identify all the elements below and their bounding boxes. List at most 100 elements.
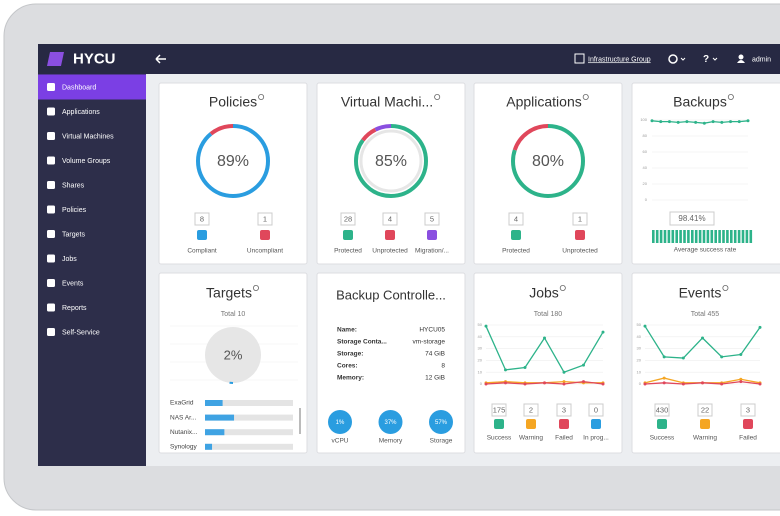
- target-bar: [205, 443, 213, 450]
- stat-count: 1: [578, 214, 582, 223]
- nav-item[interactable]: Virtual Machines: [62, 133, 114, 140]
- nav-item[interactable]: Self-Service: [62, 329, 100, 336]
- usage-circle: [328, 410, 352, 434]
- stat-label: Success: [650, 435, 675, 442]
- daily-bar: [726, 230, 729, 243]
- series-point: [643, 324, 647, 328]
- count-box: [340, 212, 356, 226]
- series-point: [758, 325, 762, 329]
- y-tick-label: 20: [643, 181, 648, 186]
- count-box: [508, 212, 524, 226]
- y-tick-label: 0: [645, 197, 648, 202]
- gauge-rest: [196, 124, 270, 198]
- count-box: [382, 212, 398, 226]
- stat-count: 4: [514, 214, 518, 223]
- stat-label: Protected: [502, 248, 530, 255]
- usage-name: vCPU: [332, 438, 349, 445]
- count-box: [588, 403, 604, 417]
- info-icon: [722, 284, 729, 291]
- card-title: Events: [679, 285, 722, 301]
- y-tick-label: 30: [478, 346, 483, 351]
- series-point: [523, 382, 527, 386]
- group-link[interactable]: Infrastructure Group: [588, 56, 651, 63]
- user-menu[interactable]: admin: [752, 56, 771, 63]
- info-icon: [258, 94, 265, 101]
- nav-item[interactable]: Volume Groups: [62, 158, 111, 165]
- nav-item[interactable]: Shares: [62, 182, 85, 189]
- field-value: 8: [441, 363, 445, 370]
- daily-bar: [745, 230, 749, 243]
- stat-count: 3: [562, 405, 566, 414]
- nav-icon: [47, 181, 55, 189]
- gauge-label: 80%: [532, 153, 564, 170]
- daily-bar: [706, 230, 710, 243]
- series-point: [504, 381, 507, 385]
- stat-label: Warning: [693, 435, 717, 442]
- nav-icon: [47, 328, 55, 336]
- nav-item[interactable]: Reports: [62, 305, 87, 312]
- series-point: [694, 120, 698, 124]
- y-tick-label: 50: [637, 322, 642, 327]
- average-label: Average success rate: [674, 247, 737, 254]
- daily-bar: [659, 230, 663, 243]
- y-tick-label: 10: [478, 369, 483, 374]
- nav-icon: [47, 279, 55, 287]
- stat-label: Failed: [739, 435, 757, 442]
- series-point: [739, 353, 743, 356]
- stat-count: 430: [656, 405, 669, 414]
- field-label: Memory:: [337, 375, 364, 382]
- settings-caret: [680, 57, 686, 61]
- card-title: Targets: [206, 285, 252, 301]
- user-icon: [738, 54, 744, 60]
- nav-item[interactable]: Targets: [62, 231, 85, 238]
- target-track: [205, 414, 293, 421]
- stat-label: Uncompliant: [247, 248, 283, 255]
- stat-icon: [260, 230, 270, 240]
- count-box: [740, 403, 756, 417]
- series-point: [681, 382, 685, 386]
- stat-icon: [526, 419, 536, 429]
- nav-item[interactable]: Applications: [62, 109, 100, 116]
- target-bar: [205, 429, 225, 436]
- series-point: [681, 356, 685, 360]
- nav-item[interactable]: Policies: [62, 207, 87, 214]
- series-point: [739, 380, 743, 384]
- user-icon-body: [737, 60, 745, 63]
- daily-bar: [718, 230, 721, 243]
- series-point: [676, 120, 680, 124]
- target-bar: [205, 400, 223, 406]
- stat-icon: [197, 230, 207, 240]
- nav-icon: [47, 132, 55, 140]
- back-button[interactable]: [155, 54, 166, 64]
- card-title: Backup Controlle...: [336, 287, 446, 302]
- settings-icon[interactable]: [668, 54, 678, 64]
- usage-name: Memory: [379, 438, 403, 445]
- gauge-rest: [511, 124, 585, 198]
- count-box: [194, 212, 210, 226]
- nav-item[interactable]: Dashboard: [62, 84, 96, 91]
- series-point: [582, 363, 585, 367]
- count-box: [556, 403, 572, 417]
- average-value: 98.41%: [678, 214, 705, 223]
- stat-label: In prog...: [583, 435, 609, 442]
- stat-icon: [575, 230, 585, 240]
- target-name: Synology: [170, 444, 197, 451]
- daily-bar: [671, 230, 675, 243]
- stat-label: Success: [487, 435, 512, 442]
- y-tick-label: 30: [637, 346, 642, 351]
- nav-item[interactable]: Jobs: [62, 256, 77, 263]
- daily-bar: [730, 230, 733, 243]
- help-button[interactable]: ?: [703, 54, 709, 65]
- nav-item[interactable]: Events: [62, 280, 84, 287]
- daily-bar: [679, 230, 682, 243]
- series-point: [543, 381, 546, 385]
- stat-label: Unprotected: [562, 248, 598, 255]
- card: [473, 272, 623, 454]
- count-box: [654, 403, 670, 417]
- total: Total 455: [691, 311, 720, 318]
- series-point: [701, 381, 704, 385]
- gauge-label: 89%: [217, 153, 249, 170]
- stat-count: 3: [746, 405, 750, 414]
- target-bar: [205, 414, 235, 421]
- info-icon: [252, 284, 259, 291]
